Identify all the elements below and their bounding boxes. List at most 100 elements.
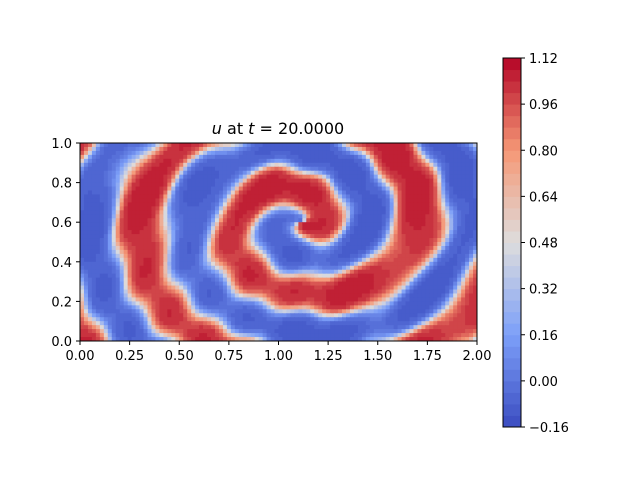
heatmap-cell [95,158,101,164]
heatmap-cell [127,257,133,263]
heatmap-cell [330,162,335,168]
heatmap-cell [238,265,244,271]
heatmap-cell [175,170,180,176]
heatmap-cell [155,321,160,326]
heatmap-cell [421,178,426,184]
heatmap-cell [254,305,260,310]
heatmap-cell [310,194,315,200]
heatmap-cell [159,206,164,211]
heatmap-cell [238,198,244,203]
heatmap-cell [349,238,355,243]
heatmap-cell [171,265,176,271]
heatmap-cell [80,186,85,192]
heatmap-cell [167,170,172,176]
heatmap-cell [469,230,474,235]
heatmap-cell [453,198,458,203]
heatmap-cell [234,158,240,164]
heatmap-cell [409,226,415,231]
heatmap-cell [83,333,89,338]
heatmap-cell [103,333,109,338]
heatmap-cell [167,309,172,314]
heatmap-cell [437,143,442,148]
heatmap-cell [318,166,323,172]
heatmap-cell [401,230,407,235]
heatmap-cell [246,210,252,215]
heatmap-cell [226,170,232,176]
heatmap-cell [179,261,184,267]
heatmap-cell [349,226,355,231]
heatmap-cell [99,206,105,211]
heatmap-cell [242,146,248,152]
heatmap-cell [294,222,299,227]
heatmap-cell [401,158,407,164]
heatmap-cell [258,257,264,263]
heatmap-cell [191,293,196,299]
heatmap-cell [369,313,375,318]
heatmap-cell [238,281,244,287]
heatmap-cell [127,210,133,215]
heatmap-cell [214,178,220,184]
heatmap-cell [457,289,462,295]
heatmap-cell [155,333,160,338]
heatmap-cell [345,218,351,223]
heatmap-cell [155,305,160,310]
heatmap-cell [123,174,129,180]
heatmap-cell [322,162,327,168]
heatmap-cell [266,301,272,306]
heatmap-cell [123,297,129,302]
heatmap-cell [457,194,462,200]
heatmap-cell [302,194,307,200]
heatmap-cell [453,194,458,200]
heatmap-cell [167,194,172,200]
heatmap-cell [365,143,371,148]
heatmap-cell [298,265,303,271]
heatmap-cell [191,150,196,156]
heatmap-cell [246,249,252,255]
heatmap-cell [334,253,339,259]
heatmap-cell [238,325,244,330]
heatmap-cell [127,305,133,310]
heatmap-cell [83,253,89,259]
heatmap-cell [274,146,280,152]
heatmap-cell [127,317,133,322]
heatmap-cell [401,218,407,223]
heatmap-cell [95,166,101,172]
heatmap-cell [338,329,343,334]
heatmap-cell [453,202,458,207]
heatmap-cell [218,245,224,251]
heatmap-cell [234,301,240,306]
heatmap-cell [345,214,351,219]
heatmap-cell [298,230,303,235]
heatmap-cell [163,146,168,152]
heatmap-cell [353,257,359,263]
heatmap-cell [147,249,153,255]
heatmap-cell [294,285,299,291]
heatmap-cell [139,218,145,223]
heatmap-cell [203,174,208,180]
heatmap-cell [349,170,355,176]
heatmap-cell [393,329,399,334]
heatmap-cell [334,170,339,176]
heatmap-cell [199,230,204,235]
heatmap-cell [425,154,430,160]
heatmap-cell [127,202,133,207]
heatmap-cell [453,313,458,318]
heatmap-cell [457,143,462,148]
heatmap-cell [103,154,109,160]
heatmap-cell [254,309,260,314]
heatmap-cell [222,305,228,310]
heatmap-cell [393,337,399,341]
heatmap-cell [369,150,375,156]
heatmap-cell [349,337,355,341]
heatmap-cell [326,242,331,247]
heatmap-cell [155,261,160,267]
heatmap-cell [377,257,383,263]
heatmap-cell [433,253,438,259]
heatmap-cell [437,178,442,184]
heatmap-cell [302,226,307,231]
heatmap-cell [151,150,157,156]
heatmap-cell [361,265,367,271]
heatmap-cell [429,170,434,176]
heatmap-cell [294,162,299,168]
heatmap-cell [151,158,157,164]
